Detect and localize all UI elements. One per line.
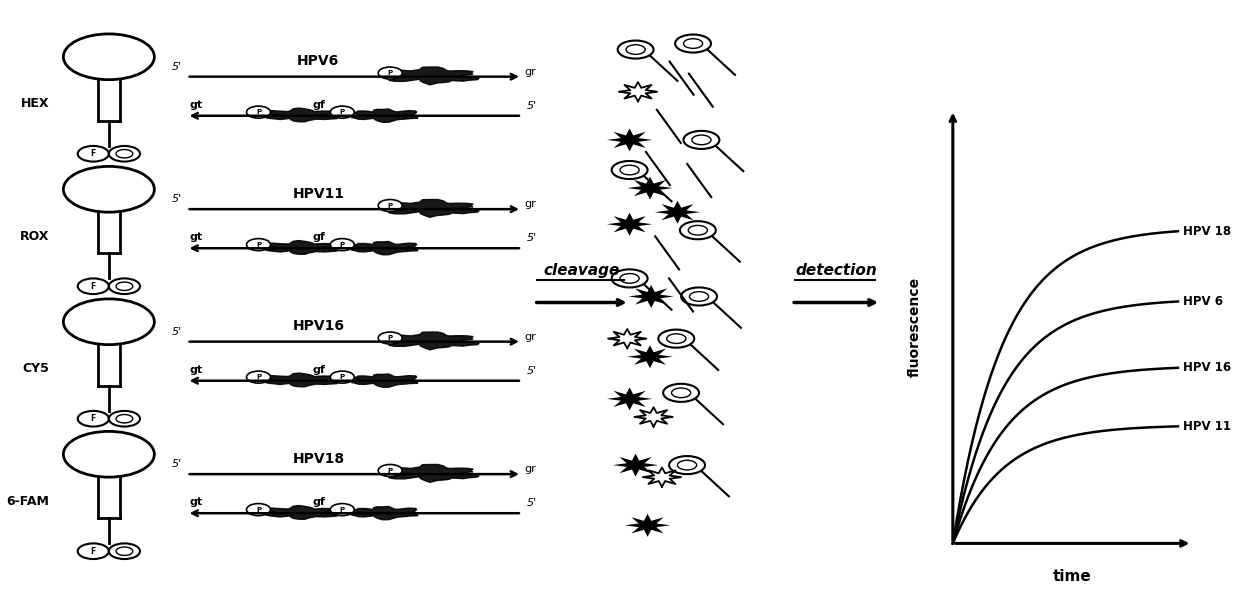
Circle shape: [247, 371, 270, 383]
Circle shape: [78, 411, 109, 427]
Text: 5': 5': [172, 62, 182, 72]
Text: CY5: CY5: [22, 362, 50, 375]
Text: 5': 5': [172, 194, 182, 204]
Circle shape: [247, 238, 270, 250]
Text: P: P: [340, 241, 345, 247]
Text: gt: gt: [188, 232, 202, 242]
Circle shape: [378, 465, 402, 477]
Polygon shape: [655, 201, 701, 224]
Polygon shape: [386, 67, 479, 85]
Polygon shape: [606, 128, 652, 151]
Polygon shape: [627, 345, 673, 368]
Polygon shape: [351, 241, 418, 255]
Text: HPV 16: HPV 16: [1183, 361, 1231, 374]
Text: fluorescence: fluorescence: [908, 276, 921, 377]
Polygon shape: [351, 374, 418, 387]
Text: F: F: [91, 282, 95, 291]
Circle shape: [378, 332, 402, 344]
Polygon shape: [264, 373, 337, 387]
Text: gr: gr: [525, 67, 536, 77]
Polygon shape: [625, 514, 671, 537]
Text: gf: gf: [312, 100, 325, 110]
Text: 5': 5': [172, 327, 182, 337]
Text: P: P: [340, 109, 345, 115]
Text: 5': 5': [527, 366, 537, 376]
Text: gt: gt: [188, 365, 202, 374]
Text: HPV18: HPV18: [293, 452, 345, 466]
Polygon shape: [386, 200, 479, 217]
Polygon shape: [264, 506, 337, 519]
Text: HPV11: HPV11: [293, 187, 345, 201]
Circle shape: [378, 67, 402, 79]
Circle shape: [247, 503, 270, 515]
Polygon shape: [629, 285, 673, 308]
Polygon shape: [264, 108, 337, 122]
Text: HPV 18: HPV 18: [1183, 224, 1231, 238]
Text: gt: gt: [188, 497, 202, 507]
Circle shape: [78, 278, 109, 294]
Text: gt: gt: [188, 100, 202, 110]
Text: gf: gf: [312, 232, 325, 242]
Text: gr: gr: [525, 332, 536, 342]
Text: F: F: [91, 149, 95, 159]
Text: P: P: [255, 109, 262, 115]
Polygon shape: [613, 454, 658, 477]
Text: gf: gf: [312, 365, 325, 374]
Text: gr: gr: [525, 464, 536, 474]
Text: P: P: [340, 506, 345, 512]
Text: P: P: [255, 506, 262, 512]
Polygon shape: [627, 177, 673, 200]
Text: detection: detection: [795, 263, 877, 278]
Circle shape: [247, 106, 270, 118]
Text: ROX: ROX: [20, 230, 50, 243]
Polygon shape: [351, 109, 418, 122]
Text: P: P: [388, 335, 393, 341]
Text: HPV16: HPV16: [293, 319, 345, 333]
Text: P: P: [255, 241, 262, 247]
Circle shape: [78, 146, 109, 162]
Text: 6-FAM: 6-FAM: [6, 495, 50, 508]
Text: 5': 5': [172, 459, 182, 469]
Text: 5': 5': [527, 234, 537, 243]
Circle shape: [330, 503, 355, 515]
Text: P: P: [388, 468, 393, 474]
Circle shape: [330, 238, 355, 250]
Polygon shape: [386, 465, 479, 482]
Text: P: P: [388, 203, 393, 209]
Polygon shape: [606, 213, 652, 236]
Text: gr: gr: [525, 199, 536, 209]
Polygon shape: [606, 387, 652, 410]
Text: P: P: [255, 374, 262, 380]
Polygon shape: [264, 241, 337, 254]
Polygon shape: [351, 506, 418, 520]
Text: 5': 5': [527, 499, 537, 508]
Text: F: F: [91, 547, 95, 556]
Text: 5': 5': [527, 101, 537, 111]
Text: HPV6: HPV6: [298, 54, 340, 68]
Text: gf: gf: [312, 497, 325, 507]
Text: HEX: HEX: [21, 97, 50, 110]
Text: HPV 6: HPV 6: [1183, 295, 1223, 308]
Text: cleavage: cleavage: [543, 263, 620, 278]
Polygon shape: [386, 332, 479, 350]
Text: F: F: [91, 414, 95, 423]
Circle shape: [109, 543, 140, 559]
Text: P: P: [388, 70, 393, 76]
Circle shape: [78, 543, 109, 559]
Circle shape: [330, 371, 355, 383]
Circle shape: [330, 106, 355, 118]
Circle shape: [378, 200, 402, 212]
Text: P: P: [340, 374, 345, 380]
Circle shape: [109, 278, 140, 294]
Circle shape: [109, 146, 140, 162]
Text: HPV 11: HPV 11: [1183, 420, 1230, 433]
Circle shape: [109, 411, 140, 427]
Text: time: time: [1053, 569, 1092, 584]
